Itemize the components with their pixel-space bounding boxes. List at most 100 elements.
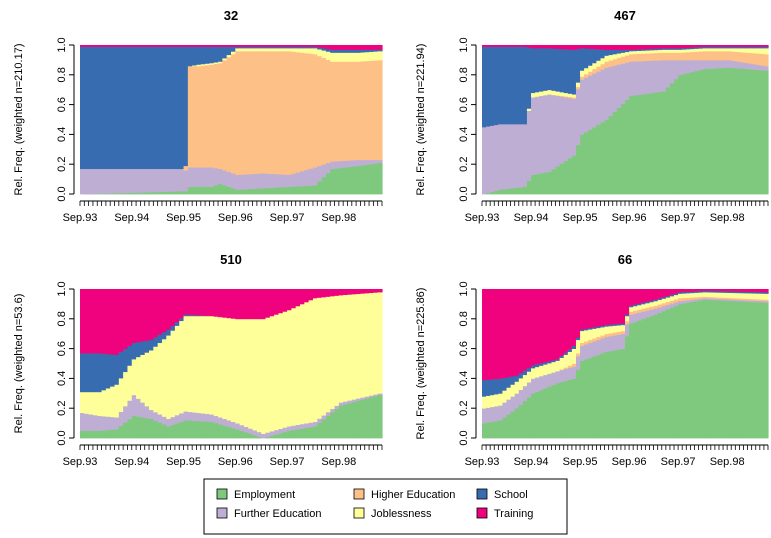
bar-segment-training [600, 45, 606, 50]
bar-segment-school [317, 47, 323, 50]
state-distribution-bars [482, 289, 769, 439]
bar-segment-employment [620, 103, 626, 195]
bar-segment-joblessness [629, 50, 634, 55]
bar-segment-higher-education [747, 52, 753, 64]
bar-segment-school [482, 46, 487, 128]
bar-segment-further-education [551, 94, 557, 170]
bar-segment-school [312, 46, 318, 49]
bar-segment-joblessness [149, 350, 154, 411]
bar-segment-joblessness [317, 297, 323, 419]
bar-segment-higher-education [604, 61, 610, 68]
bar-segment-further-education [616, 334, 622, 350]
bar-segment-employment [157, 422, 163, 439]
bar-segment-further-education [502, 402, 508, 418]
bar-segment-training [657, 45, 663, 49]
bar-segment-training [678, 45, 683, 49]
bar-segment-further-education [179, 168, 185, 192]
bar-segment-employment [723, 300, 728, 439]
bar-segment-school [136, 46, 141, 170]
bar-segment-employment [596, 124, 602, 195]
bar-segment-joblessness [763, 47, 769, 55]
bar-segment-higher-education [633, 310, 638, 314]
bar-segment-training [338, 289, 344, 296]
bar-segment-further-education [269, 173, 275, 188]
bar-segment-higher-education [739, 51, 745, 63]
bar-segment-further-education [256, 431, 262, 437]
bar-segment-training [571, 45, 577, 50]
bar-segment-joblessness [682, 49, 687, 53]
bar-segment-training [563, 45, 569, 50]
bar-segment-further-education [312, 421, 318, 427]
bar-segment-training [231, 45, 236, 47]
legend-box [203, 478, 568, 535]
bar-segment-employment [239, 430, 245, 439]
bar-segment-employment [498, 189, 504, 195]
bar-segment-school [751, 291, 757, 294]
bar-segment-higher-education [723, 50, 728, 61]
bar-segment-employment [690, 71, 696, 195]
bar-segment-joblessness [657, 49, 663, 54]
bar-segment-school [714, 46, 720, 49]
bar-segment-school [620, 323, 626, 326]
bar-segment-employment [356, 165, 362, 195]
legend-label-employment: Employment [234, 489, 295, 501]
bar-segment-employment [364, 398, 370, 439]
bar-segment-employment [518, 187, 524, 195]
bar-segment-employment [196, 186, 202, 195]
bar-segment-further-education [343, 401, 349, 405]
bar-segment-employment [127, 419, 133, 439]
bar-segment-further-education [498, 123, 504, 190]
bar-segment-further-education [723, 59, 728, 68]
bar-segment-employment [559, 163, 565, 195]
bar-segment-higher-education [731, 297, 736, 300]
bar-segment-joblessness [563, 92, 569, 97]
bar-segment-school [252, 46, 258, 49]
y-tick-label: 0.6 [458, 97, 470, 112]
bar-segment-employment [580, 360, 585, 439]
bar-segment-further-education [592, 73, 597, 128]
x-tick-label: Sep.96 [612, 456, 647, 468]
bar-segment-training [698, 45, 704, 48]
bar-segment-joblessness [373, 292, 379, 395]
bar-segment-training [743, 289, 749, 292]
bar-segment-higher-education [377, 59, 383, 161]
bar-segment-joblessness [535, 91, 540, 97]
bar-segment-joblessness [261, 318, 267, 434]
bar-segment-school [153, 337, 159, 347]
bar-segment-further-education [226, 171, 232, 187]
bar-segment-further-education [166, 418, 172, 427]
bar-segment-employment [747, 69, 753, 195]
bar-segment-joblessness [291, 307, 297, 426]
bar-segment-training [166, 289, 172, 330]
bar-segment-school [123, 348, 129, 373]
bar-segment-employment [502, 189, 508, 195]
bar-segment-joblessness [518, 378, 524, 390]
legend-label-school: School [494, 489, 528, 501]
bar-segment-school [502, 46, 508, 125]
panel-title: 32 [224, 8, 238, 23]
bar-segment-further-education [723, 298, 728, 301]
bar-segment-employment [755, 69, 761, 195]
bar-segment-school [187, 46, 193, 67]
bar-segment-training [269, 45, 275, 47]
bar-segment-employment [604, 119, 610, 195]
bar-segment-training [567, 45, 573, 50]
bar-segment-school [633, 49, 638, 52]
bar-segment-training [351, 45, 357, 50]
bar-segment-school [218, 46, 223, 62]
bar-segment-training [698, 289, 704, 292]
bar-segment-further-education [209, 167, 215, 187]
bar-segment-joblessness [312, 297, 318, 423]
bar-segment-joblessness [231, 318, 236, 423]
bar-segment-further-education [248, 428, 254, 434]
bar-segment-school [110, 354, 116, 387]
bar-segment-training [506, 289, 512, 378]
bar-segment-school [698, 46, 704, 49]
y-tick-label: 0.0 [56, 186, 68, 201]
bar-segment-joblessness [698, 48, 704, 52]
bar-segment-joblessness [592, 62, 597, 70]
bar-segment-further-education [727, 59, 732, 68]
bar-segment-training [97, 289, 103, 354]
state-distribution-bars [80, 289, 383, 439]
bar-segment-higher-education [657, 52, 663, 61]
